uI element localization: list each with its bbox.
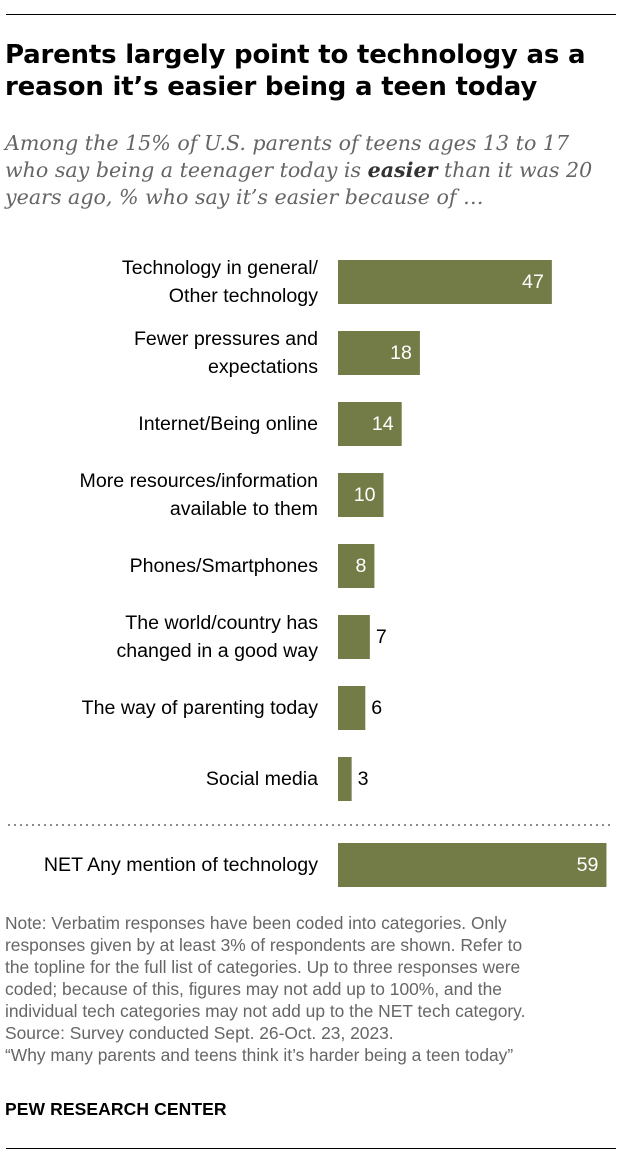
category-label: Phones/Smartphones	[130, 555, 319, 577]
bar	[338, 402, 402, 446]
data-label: 18	[390, 342, 412, 364]
bar-chart: Technology in general/Other technology 47…	[8, 257, 614, 887]
note-line: coded; because of this, figures may not …	[5, 979, 502, 1000]
subtitle-text-before: Among the 15% of U.S. parents of teens a…	[5, 131, 570, 182]
note-line: “Why many parents and teens think it’s h…	[5, 1045, 514, 1066]
subtitle-emphasis: easier	[367, 157, 438, 182]
bar	[338, 260, 552, 304]
category-label: NET Any mention of technology	[44, 854, 318, 876]
data-label: 6	[371, 697, 382, 719]
note-line: the topline for the full list of categor…	[5, 957, 521, 978]
bar	[338, 331, 420, 375]
chart-title: Parents largely point to technology as a…	[5, 40, 586, 102]
bar	[338, 757, 352, 801]
note-line: Note: Verbatim responses have been coded…	[5, 913, 507, 933]
chart-notes: Note: Verbatim responses have been coded…	[5, 912, 617, 1066]
category-label: Technology in general/	[122, 257, 319, 279]
category-label: Social media	[206, 768, 318, 790]
data-label: 59	[577, 854, 599, 876]
data-label: 3	[358, 768, 369, 790]
bar	[338, 473, 384, 517]
data-label: 7	[376, 626, 387, 648]
category-label: Fewer pressures and	[134, 328, 318, 350]
category-label: available to them	[170, 498, 318, 520]
brand-footer: PEW RESEARCH CENTER	[5, 1099, 227, 1119]
bar	[338, 843, 607, 887]
subtitle-text-after: than it was 20 years ago, % who say it’s…	[5, 157, 593, 209]
bar	[338, 686, 366, 730]
category-label: Other technology	[169, 285, 318, 307]
bottom-rule	[6, 1148, 616, 1149]
category-label: Internet/Being online	[138, 413, 318, 435]
category-label: expectations	[208, 356, 318, 378]
chart-subtitle: Among the 15% of U.S. parents of teens a…	[5, 130, 615, 211]
bar	[338, 544, 375, 588]
data-label: 47	[522, 271, 544, 293]
bar	[338, 615, 370, 659]
note-line: Source: Survey conducted Sept. 26-Oct. 2…	[5, 1023, 394, 1044]
category-label: More resources/information	[80, 470, 318, 492]
data-label: 8	[355, 555, 366, 577]
data-label: 10	[354, 484, 376, 506]
note-line: individual tech categories may not add u…	[5, 1001, 526, 1022]
category-label: The way of parenting today	[82, 697, 319, 719]
note-line: responses given by at least 3% of respon…	[5, 935, 523, 956]
top-rule	[6, 14, 616, 15]
category-label: The world/country has	[125, 612, 318, 634]
data-label: 14	[372, 413, 394, 435]
category-label: changed in a good way	[116, 640, 318, 662]
